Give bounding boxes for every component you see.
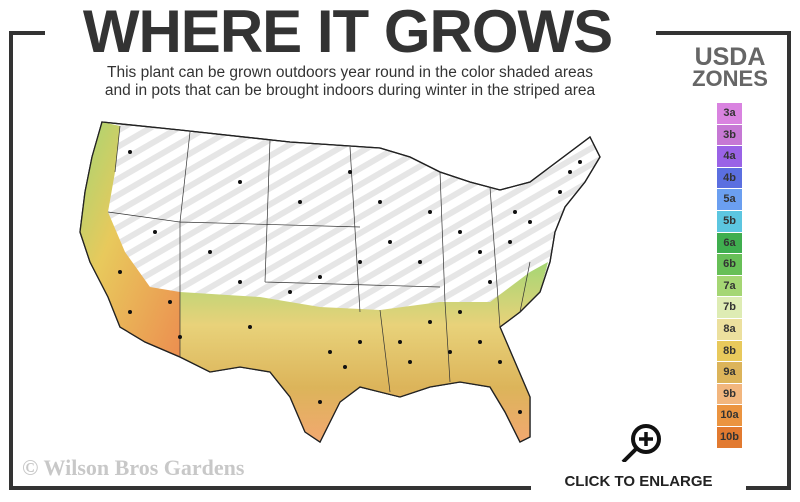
- legend-zone-8b: 8b: [717, 340, 742, 362]
- city-dot: [458, 310, 462, 314]
- legend-zone-9b: 9b: [717, 383, 742, 405]
- city-dot: [328, 350, 332, 354]
- city-dot: [168, 300, 172, 304]
- frame-bottom: [9, 486, 791, 490]
- city-dot: [348, 170, 352, 174]
- warm-zone-south: [180, 262, 548, 442]
- city-dot: [318, 275, 322, 279]
- legend-zone-5b: 5b: [717, 210, 742, 232]
- city-dot: [478, 340, 482, 344]
- city-dot: [498, 360, 502, 364]
- legend-zone-4b: 4b: [717, 167, 742, 189]
- city-dot: [298, 200, 302, 204]
- legend-zone-6a: 6a: [717, 232, 742, 254]
- city-dot: [378, 200, 382, 204]
- city-dot: [418, 260, 422, 264]
- usda-zone-legend: 3a 3b 4a 4b 5a 5b 6a 6b 7a 7b 8a 8b 9a 9b 10a 10b: [717, 103, 742, 449]
- city-dot: [238, 280, 242, 284]
- zoom-in-icon[interactable]: [620, 422, 664, 464]
- city-dot: [488, 280, 492, 284]
- legend-zone-9a: 9a: [717, 362, 742, 383]
- city-dot: [513, 210, 517, 214]
- city-dot: [578, 160, 582, 164]
- warm-zone-west: [80, 122, 180, 357]
- us-zone-map[interactable]: [60, 112, 620, 472]
- frame-top-left: [9, 31, 45, 35]
- city-dot: [358, 260, 362, 264]
- city-dot: [398, 340, 402, 344]
- legend-zone-4a: 4a: [717, 146, 742, 167]
- subtitle: This plant can be grown outdoors year ro…: [50, 64, 650, 100]
- city-dot: [408, 360, 412, 364]
- city-dot: [428, 320, 432, 324]
- city-dot: [448, 350, 452, 354]
- legend-title-line-1: USDA: [694, 43, 766, 71]
- frame-top-right: [656, 31, 791, 35]
- us-outline-stroke: [79, 121, 601, 443]
- legend-zone-3a: 3a: [717, 103, 742, 124]
- legend-zone-7b: 7b: [717, 297, 742, 318]
- page-title: WHERE IT GROWS: [82, 0, 613, 65]
- legend-title-line-2: ZONES: [692, 66, 768, 91]
- state-borders: [107, 125, 531, 393]
- subtitle-line-1: This plant can be grown outdoors year ro…: [107, 64, 593, 81]
- city-dot: [343, 365, 347, 369]
- city-dot: [318, 400, 322, 404]
- legend-zone-3b: 3b: [717, 124, 742, 146]
- legend-zone-7a: 7a: [717, 275, 742, 297]
- city-dot: [568, 170, 572, 174]
- city-dot: [118, 270, 122, 274]
- city-dot: [388, 240, 392, 244]
- subtitle-line-2: and in pots that can be brought indoors …: [104, 82, 596, 99]
- city-dot: [428, 210, 432, 214]
- legend-zone-10b: 10b: [717, 426, 742, 448]
- city-dot: [178, 335, 182, 339]
- copyright-watermark: © Wilson Bros Gardens: [22, 455, 245, 480]
- city-dot: [358, 340, 362, 344]
- city-dot: [528, 220, 532, 224]
- city-dot: [558, 190, 562, 194]
- city-dot: [478, 250, 482, 254]
- legend-zone-5a: 5a: [717, 189, 742, 210]
- city-dot: [508, 240, 512, 244]
- city-dot: [128, 150, 132, 154]
- city-dot: [238, 180, 242, 184]
- legend-zone-6b: 6b: [717, 254, 742, 275]
- city-markers: [118, 150, 582, 414]
- legend-zone-10a: 10a: [717, 405, 742, 426]
- frame-right: [787, 31, 791, 490]
- city-dot: [248, 325, 252, 329]
- legend-zone-8a: 8a: [717, 318, 742, 340]
- frame-left: [9, 31, 13, 490]
- city-dot: [153, 230, 157, 234]
- click-to-enlarge-button[interactable]: CLICK TO ENLARGE: [531, 462, 746, 492]
- click-to-enlarge-label: CLICK TO ENLARGE: [564, 473, 713, 490]
- city-dot: [288, 290, 292, 294]
- city-dot: [128, 310, 132, 314]
- city-dot: [208, 250, 212, 254]
- city-dot: [458, 230, 462, 234]
- legend-title: USDA ZONES: [680, 43, 780, 91]
- city-dot: [518, 410, 522, 414]
